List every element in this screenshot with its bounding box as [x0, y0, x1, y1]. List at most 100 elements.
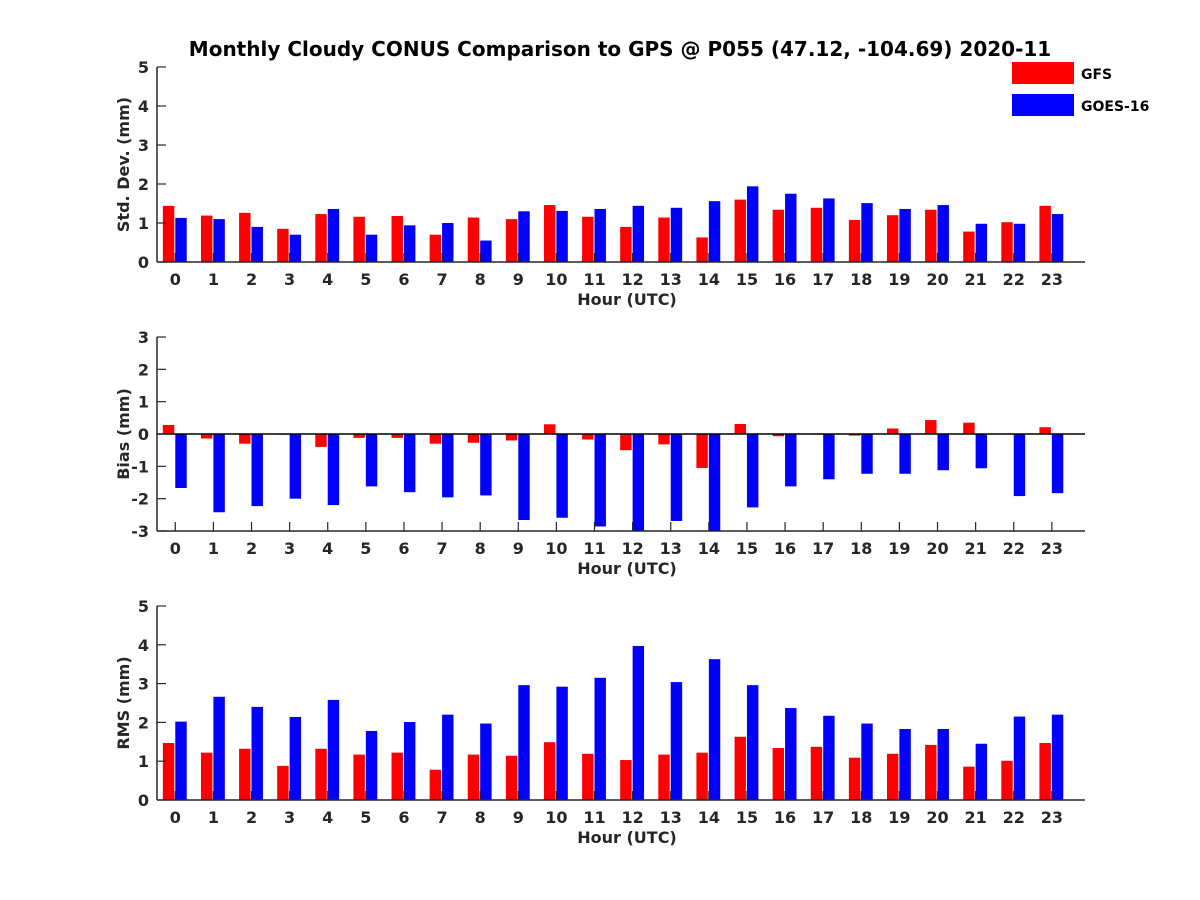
- y-tick-label: 1: [138, 752, 149, 771]
- bar-gfs-hour-9: [505, 219, 518, 262]
- x-tick-label: 5: [360, 270, 371, 289]
- x-tick-label: 18: [850, 539, 872, 558]
- x-tick-label: 8: [475, 808, 486, 827]
- bar-gfs-hour-13: [658, 434, 670, 445]
- x-tick-label: 23: [1041, 808, 1063, 827]
- bar-goes-16-hour-9: [518, 685, 530, 800]
- x-tick-label: 7: [436, 539, 447, 558]
- x-tick-label: 8: [475, 270, 486, 289]
- bar-gfs-hour-23: [1039, 205, 1051, 262]
- y-tick-label: -1: [131, 457, 149, 476]
- bar-goes-16-hour-4: [327, 699, 340, 800]
- x-tick-label: 9: [513, 808, 524, 827]
- bar-goes-16-hour-8: [480, 240, 492, 262]
- bar-gfs-hour-12: [620, 226, 632, 262]
- bar-gfs-hour-1: [200, 434, 213, 439]
- x-tick-label: 6: [398, 539, 409, 558]
- bar-gfs-hour-22: [1001, 222, 1013, 262]
- bar-goes-16-hour-9: [518, 211, 530, 262]
- bar-goes-16-hour-11: [594, 434, 606, 527]
- x-axis-label: Hour (UTC): [577, 828, 677, 847]
- x-tick-label: 16: [774, 270, 796, 289]
- bar-gfs-hour-14: [696, 237, 708, 262]
- bar-goes-16-hour-8: [480, 723, 492, 800]
- bar-goes-16-hour-0: [175, 721, 187, 800]
- bar-goes-16-hour-16: [785, 708, 797, 800]
- bar-gfs-hour-14: [696, 434, 708, 468]
- bar-goes-16-hour-2: [251, 434, 263, 507]
- x-tick-label: 15: [736, 808, 758, 827]
- bar-goes-16-hour-18: [861, 723, 873, 800]
- x-tick-label: 4: [322, 539, 333, 558]
- x-tick-label: 10: [545, 539, 567, 558]
- bar-goes-16-hour-6: [403, 434, 416, 493]
- bar-gfs-hour-5: [353, 216, 365, 262]
- bar-gfs-hour-15: [734, 423, 746, 434]
- bar-goes-16-hour-7: [442, 223, 454, 262]
- legend-swatch-goes-16: [1012, 94, 1074, 116]
- bar-gfs-hour-15: [734, 199, 746, 262]
- bar-gfs-hour-23: [1039, 742, 1051, 800]
- bar-gfs-hour-12: [620, 434, 632, 451]
- chart-title: Monthly Cloudy CONUS Comparison to GPS @…: [189, 37, 1051, 61]
- bar-goes-16-hour-10: [556, 686, 568, 800]
- x-tick-label: 7: [436, 270, 447, 289]
- bar-goes-16-hour-21: [975, 743, 988, 800]
- x-tick-label: 17: [812, 539, 834, 558]
- bar-gfs-hour-19: [886, 428, 899, 434]
- bar-gfs-hour-23: [1039, 427, 1051, 434]
- bar-goes-16-hour-12: [632, 645, 645, 800]
- x-tick-label: 7: [436, 808, 447, 827]
- y-tick-label: 2: [138, 360, 149, 379]
- y-tick-label: 4: [138, 636, 149, 655]
- bar-gfs-hour-13: [658, 217, 670, 262]
- bar-goes-16-hour-1: [213, 219, 225, 262]
- bar-gfs-hour-8: [467, 754, 480, 800]
- bar-gfs-hour-6: [391, 215, 403, 262]
- x-tick-label: 2: [246, 539, 257, 558]
- x-tick-label: 4: [322, 808, 333, 827]
- bar-gfs-hour-7: [429, 769, 442, 800]
- y-tick-label: 1: [138, 393, 149, 412]
- bar-gfs-hour-19: [886, 215, 899, 262]
- bar-goes-16-hour-9: [518, 434, 530, 521]
- x-tick-label: 15: [736, 270, 758, 289]
- x-tick-label: 17: [812, 808, 834, 827]
- x-tick-label: 20: [926, 539, 948, 558]
- x-tick-label: 12: [621, 270, 643, 289]
- bar-goes-16-hour-3: [289, 234, 302, 262]
- x-axis-label: Hour (UTC): [577, 559, 677, 578]
- x-axis-label: Hour (UTC): [577, 290, 677, 309]
- x-tick-label: 19: [888, 539, 910, 558]
- bar-gfs-hour-11: [582, 753, 594, 800]
- bar-goes-16-hour-5: [365, 234, 378, 262]
- bar-goes-16-hour-0: [175, 434, 187, 488]
- bar-goes-16-hour-22: [1013, 223, 1026, 262]
- x-tick-label: 13: [660, 808, 682, 827]
- x-tick-label: 1: [208, 270, 219, 289]
- x-tick-label: 21: [964, 808, 986, 827]
- y-tick-label: 2: [138, 713, 149, 732]
- x-tick-label: 18: [850, 808, 872, 827]
- y-tick-label: 3: [138, 328, 149, 347]
- x-tick-label: 0: [170, 808, 181, 827]
- bar-gfs-hour-16: [772, 209, 785, 262]
- x-tick-label: 21: [964, 539, 986, 558]
- x-tick-label: 5: [360, 539, 371, 558]
- x-tick-label: 18: [850, 270, 872, 289]
- x-tick-label: 12: [621, 808, 643, 827]
- bar-goes-16-hour-7: [442, 434, 454, 498]
- bar-goes-16-hour-19: [899, 208, 911, 262]
- bar-gfs-hour-19: [886, 753, 899, 800]
- x-tick-label: 11: [583, 808, 605, 827]
- bar-gfs-hour-10: [543, 205, 556, 262]
- bar-gfs-hour-0: [162, 742, 175, 800]
- legend-swatch-gfs: [1012, 62, 1074, 84]
- bar-goes-16-hour-22: [1013, 434, 1026, 497]
- bar-goes-16-hour-14: [708, 434, 721, 531]
- y-axis-label: RMS (mm): [114, 656, 133, 749]
- bar-goes-16-hour-21: [975, 434, 988, 469]
- bar-gfs-hour-8: [467, 434, 480, 443]
- x-tick-label: 3: [284, 270, 295, 289]
